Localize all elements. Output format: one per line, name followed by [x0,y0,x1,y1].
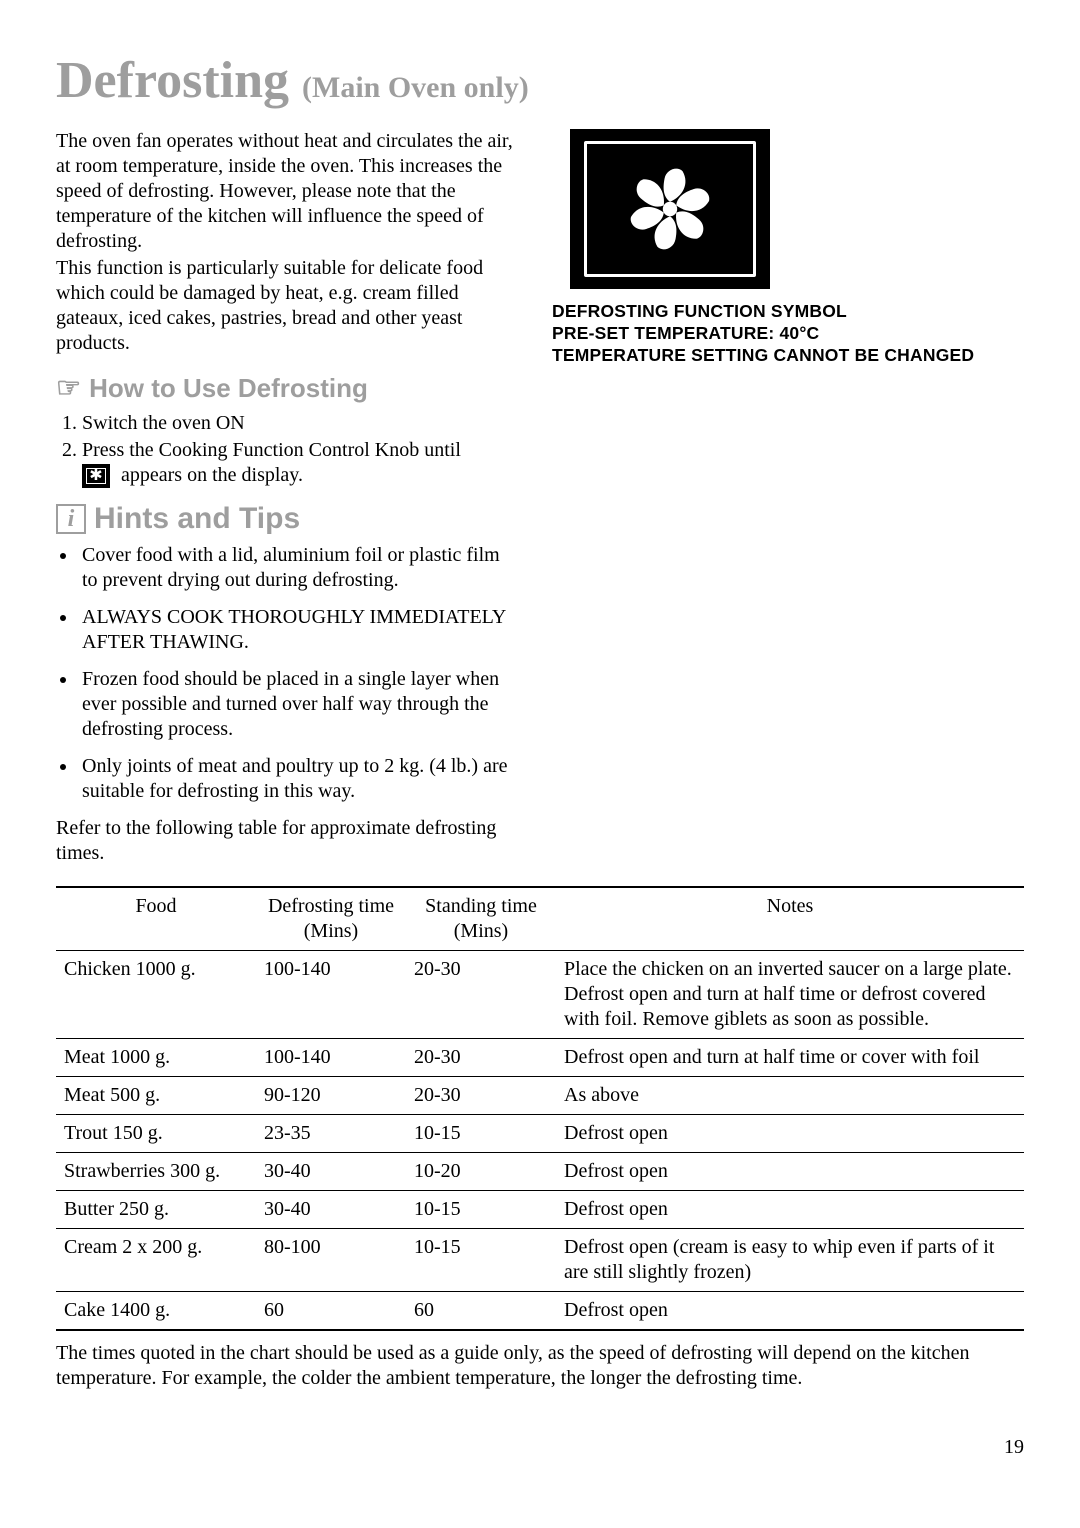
cell-notes: Defrost open and turn at half time or co… [556,1039,1024,1077]
footnote: The times quoted in the chart should be … [56,1341,1024,1391]
howto-heading-text: How to Use Defrosting [89,372,368,405]
cell-food: Cream 2 x 200 g. [56,1229,256,1292]
pointing-hand-icon: ☞ [56,374,81,402]
table-row: Strawberries 300 g.30-4010-20Defrost ope… [56,1153,1024,1191]
hint-item: Frozen food should be placed in a single… [78,667,516,742]
cell-notes: Place the chicken on an inverted saucer … [556,951,1024,1039]
cell-standing: 20-30 [406,951,556,1039]
cell-notes: Defrost open [556,1115,1024,1153]
howto-steps: Switch the oven ON Press the Cooking Fun… [56,411,516,488]
cell-food: Meat 500 g. [56,1077,256,1115]
col-header-standing: Standing time (Mins) [406,887,556,951]
table-row: Trout 150 g.23-3510-15Defrost open [56,1115,1024,1153]
howto-step-tail: appears on the display. [121,464,303,486]
hints-heading: i Hints and Tips [56,500,516,538]
col-header-notes: Notes [556,887,1024,951]
howto-step: Switch the oven ON [82,411,516,436]
col-header-food: Food [56,887,256,951]
cell-notes: Defrost open (cream is easy to whip even… [556,1229,1024,1292]
table-row: Butter 250 g.30-4010-15Defrost open [56,1191,1024,1229]
howto-step: Press the Cooking Function Control Knob … [82,438,516,488]
defrost-table: Food Defrosting time (Mins) Standing tim… [56,886,1024,1331]
page-title: Defrosting (Main Oven only) [56,48,1024,113]
symbol-caption: DEFROSTING FUNCTION SYMBOL PRE-SET TEMPE… [552,301,1024,367]
cell-standing: 10-20 [406,1153,556,1191]
defrost-symbol-panel [570,129,770,289]
howto-step-text: Press the Cooking Function Control Knob … [82,439,461,461]
page-number: 19 [56,1435,1024,1460]
fan-icon [625,164,715,254]
cell-food: Cake 1400 g. [56,1292,256,1331]
cell-notes: Defrost open [556,1191,1024,1229]
cell-defrost: 100-140 [256,1039,406,1077]
cell-defrost: 100-140 [256,951,406,1039]
cell-defrost: 80-100 [256,1229,406,1292]
hints-after-note: Refer to the following table for approxi… [56,816,516,866]
hints-list: Cover food with a lid, aluminium foil or… [56,543,516,804]
intro-paragraph-1: The oven fan operates without heat and c… [56,129,516,254]
hints-heading-text: Hints and Tips [94,500,300,538]
cell-food: Butter 250 g. [56,1191,256,1229]
symbol-caption-line: PRE-SET TEMPERATURE: 40°C [552,323,1024,345]
cell-standing: 20-30 [406,1039,556,1077]
title-sub: (Main Oven only) [302,71,529,104]
info-icon: i [56,504,86,534]
cell-food: Chicken 1000 g. [56,951,256,1039]
cell-defrost: 90-120 [256,1077,406,1115]
cell-standing: 60 [406,1292,556,1331]
col-header-defrost: Defrosting time (Mins) [256,887,406,951]
table-row: Meat 500 g.90-12020-30As above [56,1077,1024,1115]
title-main: Defrosting [56,52,289,109]
cell-food: Trout 150 g. [56,1115,256,1153]
hint-item: ALWAYS COOK THOROUGHLY IMMEDIATELY AFTER… [78,605,516,655]
cell-defrost: 23-35 [256,1115,406,1153]
cell-food: Strawberries 300 g. [56,1153,256,1191]
cell-standing: 10-15 [406,1191,556,1229]
cell-food: Meat 1000 g. [56,1039,256,1077]
cell-defrost: 30-40 [256,1191,406,1229]
hint-item: Only joints of meat and poultry up to 2 … [78,754,516,804]
cell-notes: Defrost open [556,1153,1024,1191]
cell-standing: 10-15 [406,1115,556,1153]
symbol-caption-line: DEFROSTING FUNCTION SYMBOL [552,301,1024,323]
intro-paragraph-2: This function is particularly suitable f… [56,256,516,356]
table-row: Meat 1000 g.100-14020-30Defrost open and… [56,1039,1024,1077]
cell-standing: 20-30 [406,1077,556,1115]
cell-defrost: 30-40 [256,1153,406,1191]
cell-defrost: 60 [256,1292,406,1331]
hint-item: Cover food with a lid, aluminium foil or… [78,543,516,593]
defrost-mini-symbol-icon: ✱ [82,464,110,488]
cell-standing: 10-15 [406,1229,556,1292]
cell-notes: As above [556,1077,1024,1115]
table-row: Chicken 1000 g.100-14020-30Place the chi… [56,951,1024,1039]
symbol-caption-line: TEMPERATURE SETTING CANNOT BE CHANGED [552,345,1024,367]
table-row: Cream 2 x 200 g.80-10010-15Defrost open … [56,1229,1024,1292]
table-row: Cake 1400 g.6060Defrost open [56,1292,1024,1331]
howto-heading: ☞ How to Use Defrosting [56,372,516,405]
cell-notes: Defrost open [556,1292,1024,1331]
